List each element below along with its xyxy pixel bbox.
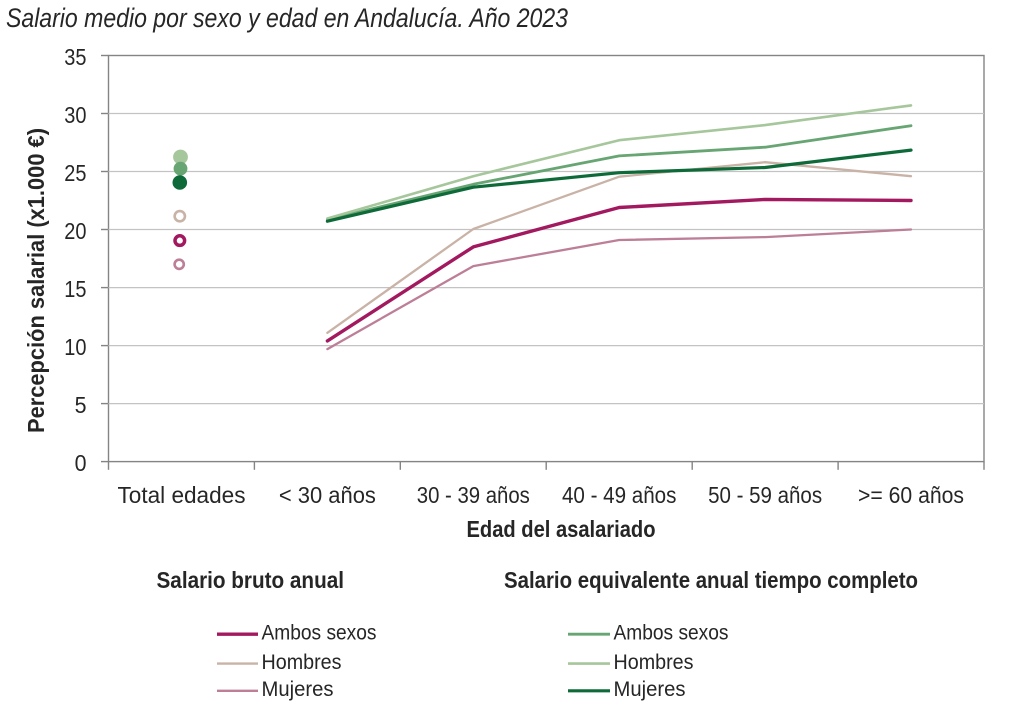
svg-text:40 - 49 años: 40 - 49 años bbox=[562, 482, 677, 508]
svg-text:Total edades: Total edades bbox=[118, 482, 246, 508]
svg-text:Ambos sexos: Ambos sexos bbox=[614, 621, 729, 645]
svg-text:5: 5 bbox=[75, 392, 87, 418]
svg-text:10: 10 bbox=[64, 334, 86, 360]
svg-text:Percepción salarial (x1.000 €): Percepción salarial (x1.000 €) bbox=[23, 128, 49, 433]
svg-text:Ambos sexos: Ambos sexos bbox=[262, 621, 377, 645]
svg-text:Hombres: Hombres bbox=[262, 650, 342, 674]
svg-text:Salario equivalente anual tiem: Salario equivalente anual tiempo complet… bbox=[504, 567, 918, 593]
svg-text:Edad del asalariado: Edad del asalariado bbox=[467, 516, 656, 542]
svg-text:Salario medio por sexo y edad: Salario medio por sexo y edad en Andaluc… bbox=[6, 3, 568, 33]
svg-text:20: 20 bbox=[64, 218, 86, 244]
svg-text:Mujeres: Mujeres bbox=[262, 677, 334, 701]
svg-text:0: 0 bbox=[75, 450, 87, 476]
svg-text:Mujeres: Mujeres bbox=[614, 677, 686, 701]
svg-text:15: 15 bbox=[64, 276, 86, 302]
svg-text:35: 35 bbox=[64, 44, 86, 70]
svg-text:Salario bruto anual: Salario bruto anual bbox=[157, 567, 345, 593]
svg-text:50 - 59 años: 50 - 59 años bbox=[708, 482, 822, 508]
svg-text:Hombres: Hombres bbox=[614, 650, 694, 674]
svg-text:30 - 39 años: 30 - 39 años bbox=[417, 482, 530, 508]
svg-text:25: 25 bbox=[64, 160, 86, 186]
svg-text:30: 30 bbox=[64, 102, 86, 128]
svg-text:>= 60 años: >= 60 años bbox=[858, 482, 964, 508]
svg-text:< 30 años: < 30 años bbox=[279, 482, 376, 508]
